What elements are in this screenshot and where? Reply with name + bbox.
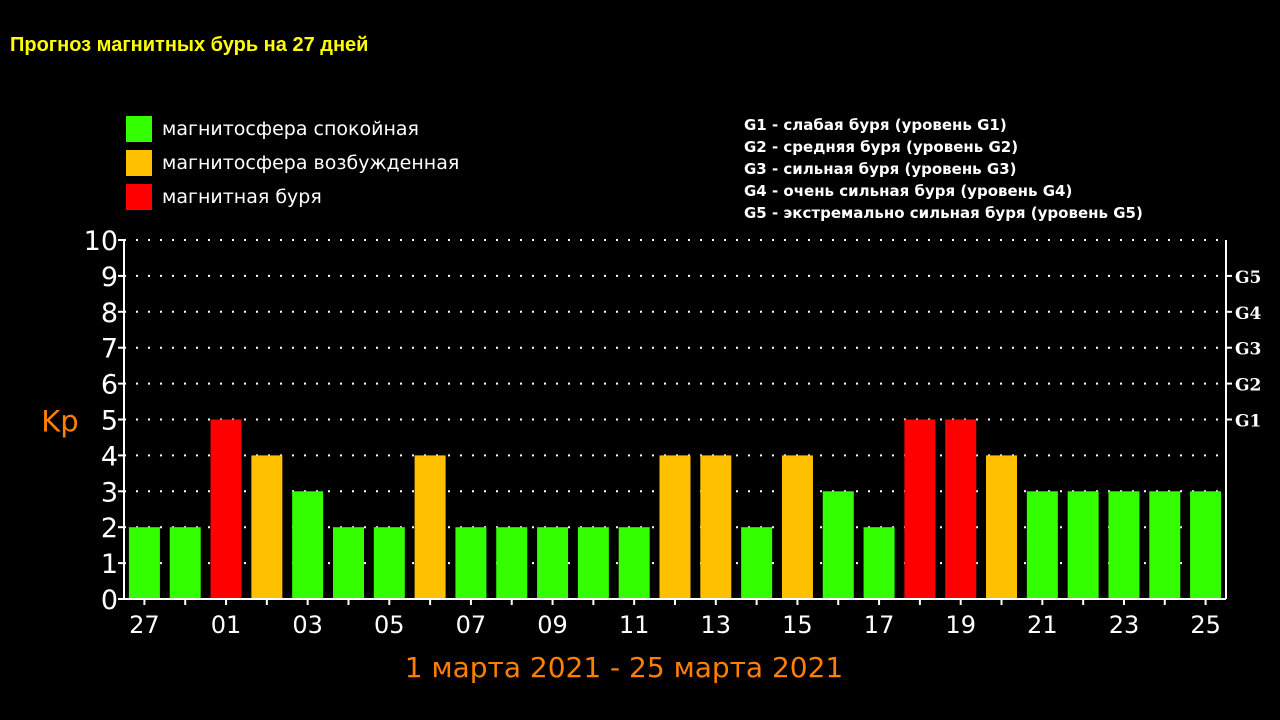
bar bbox=[659, 455, 691, 599]
x-tick-label: 17 bbox=[864, 611, 895, 639]
bar bbox=[781, 455, 813, 599]
g-tick-label: G1 bbox=[1235, 412, 1261, 432]
g-level-item: G4 - очень сильная буря (уровень G4) bbox=[744, 182, 1073, 200]
x-tick-label: 25 bbox=[1190, 611, 1221, 639]
legend-item-active: магнитосфера возбужденная bbox=[126, 148, 459, 178]
bar bbox=[577, 527, 609, 599]
bar bbox=[373, 527, 405, 599]
g-tick-label: G4 bbox=[1235, 304, 1262, 324]
x-tick-label: 21 bbox=[1027, 611, 1058, 639]
legend-swatch-active bbox=[126, 150, 152, 176]
g-level-item: G5 - экстремально сильная буря (уровень … bbox=[744, 204, 1143, 222]
bar bbox=[169, 527, 201, 599]
x-tick-label: 23 bbox=[1109, 611, 1140, 639]
bar bbox=[292, 491, 324, 599]
x-axis-label: 1 марта 2021 - 25 марта 2021 bbox=[405, 651, 844, 684]
g-level-item: G2 - средняя буря (уровень G2) bbox=[744, 138, 1019, 156]
bar bbox=[1067, 491, 1099, 599]
g-level-legend: G1 - слабая буря (уровень G1) G2 - средн… bbox=[744, 114, 1143, 224]
x-tick-label: 09 bbox=[537, 611, 568, 639]
bar bbox=[210, 419, 242, 599]
y-axis-label: Kp bbox=[41, 405, 78, 439]
y-tick-label: 6 bbox=[101, 370, 118, 401]
x-tick-label: 13 bbox=[701, 611, 732, 639]
legend-label-active: магнитосфера возбужденная bbox=[162, 152, 460, 174]
y-tick-label: 9 bbox=[101, 262, 118, 293]
bar bbox=[863, 527, 895, 599]
x-tick-label: 27 bbox=[129, 611, 160, 639]
x-tick-label: 01 bbox=[211, 611, 242, 639]
bar bbox=[251, 455, 283, 599]
x-tick-label: 05 bbox=[374, 611, 405, 639]
legend-label-quiet: магнитосфера спокойная bbox=[162, 118, 419, 140]
bar bbox=[741, 527, 773, 599]
x-tick-label: 19 bbox=[945, 611, 976, 639]
bar bbox=[455, 527, 487, 599]
bar bbox=[332, 527, 364, 599]
bar bbox=[496, 527, 528, 599]
g-tick-label: G3 bbox=[1235, 340, 1261, 360]
y-tick-label: 5 bbox=[101, 406, 118, 437]
y-tick-label: 0 bbox=[101, 585, 118, 616]
bar bbox=[945, 419, 977, 599]
g-tick-label: G2 bbox=[1235, 376, 1261, 396]
y-tick-label: 4 bbox=[101, 441, 118, 472]
legend-item-quiet: магнитосфера спокойная bbox=[126, 114, 419, 144]
x-tick-label: 07 bbox=[456, 611, 487, 639]
bar bbox=[904, 419, 936, 599]
g-level-item: G1 - слабая буря (уровень G1) bbox=[744, 116, 1007, 134]
bar bbox=[618, 527, 650, 599]
bar bbox=[986, 455, 1018, 599]
bar bbox=[1190, 491, 1222, 599]
y-tick-label: 7 bbox=[101, 334, 118, 365]
legend-swatch-quiet bbox=[126, 116, 152, 142]
legend-item-storm: магнитная буря bbox=[126, 182, 322, 212]
bar bbox=[128, 527, 160, 599]
g-tick-label: G5 bbox=[1235, 268, 1261, 288]
bar bbox=[822, 491, 854, 599]
page-title: Прогноз магнитных бурь на 27 дней bbox=[10, 34, 369, 56]
bar bbox=[414, 455, 446, 599]
bar bbox=[1108, 491, 1140, 599]
x-tick-label: 03 bbox=[292, 611, 323, 639]
y-tick-label: 1 bbox=[101, 549, 118, 580]
y-tick-label: 8 bbox=[101, 298, 118, 329]
bar bbox=[1026, 491, 1058, 599]
x-tick-label: 15 bbox=[782, 611, 813, 639]
y-tick-label: 3 bbox=[101, 477, 118, 508]
legend-label-storm: магнитная буря bbox=[162, 186, 322, 208]
y-tick-label: 2 bbox=[101, 513, 118, 544]
x-tick-label: 11 bbox=[619, 611, 650, 639]
bar bbox=[700, 455, 732, 599]
bar bbox=[1149, 491, 1181, 599]
legend-swatch-storm bbox=[126, 184, 152, 210]
g-level-item: G3 - сильная буря (уровень G3) bbox=[744, 160, 1017, 178]
bar bbox=[537, 527, 569, 599]
y-tick-label: 10 bbox=[84, 226, 118, 257]
